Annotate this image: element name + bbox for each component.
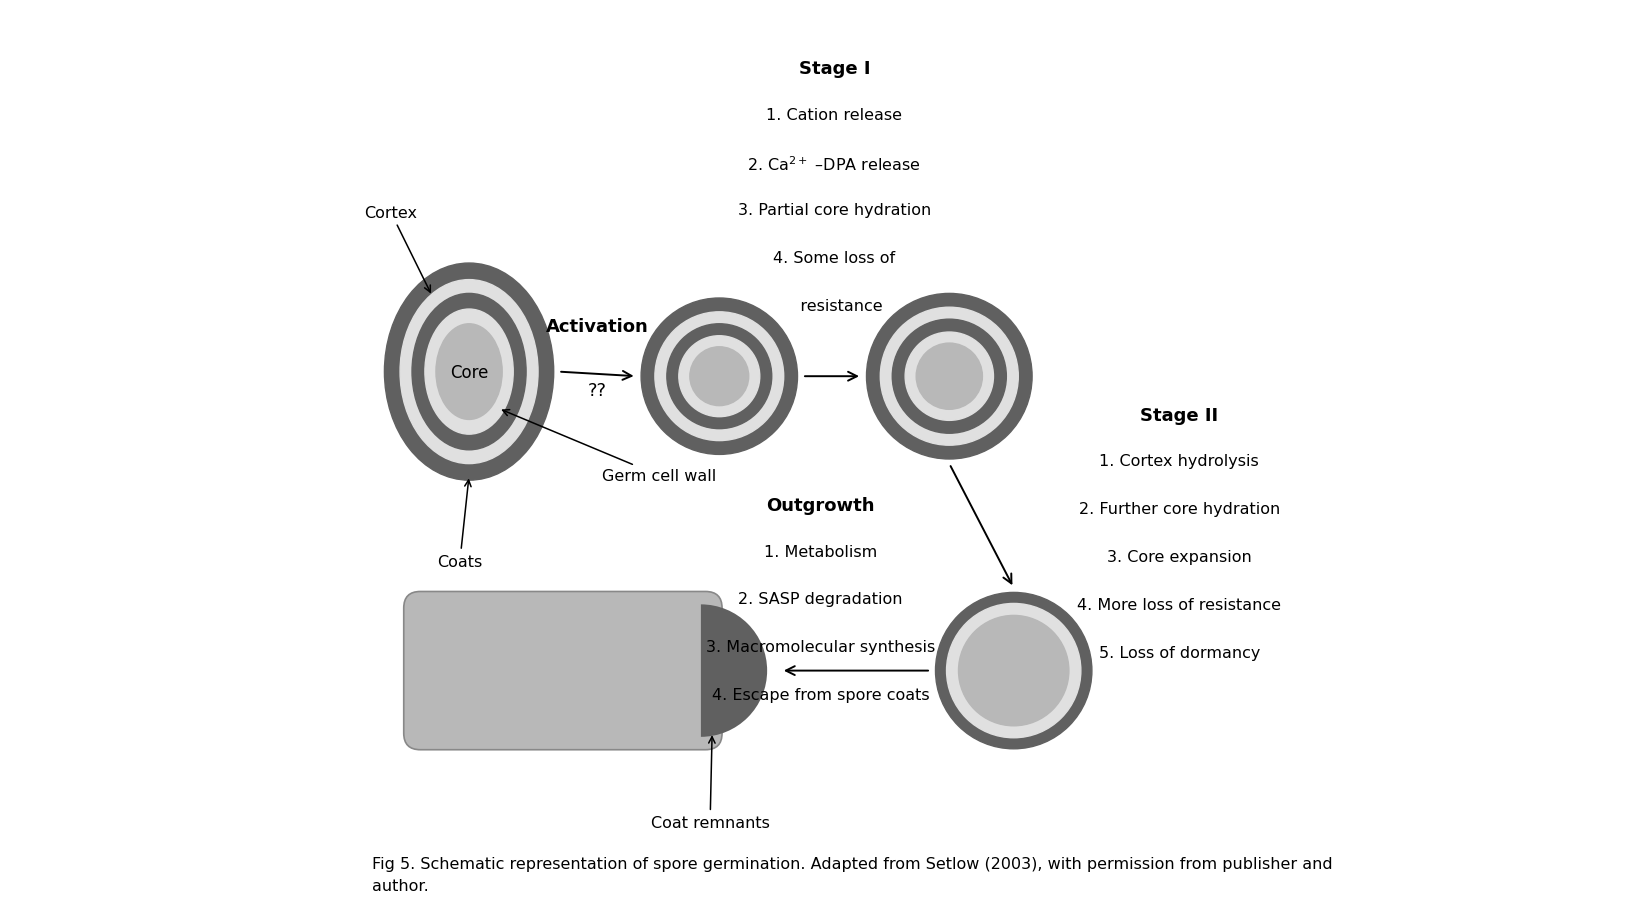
Text: 4. Some loss of: 4. Some loss of [773, 251, 896, 266]
Text: Activation: Activation [546, 317, 648, 335]
Text: Core: Core [450, 363, 489, 381]
Ellipse shape [400, 280, 538, 464]
Text: Coat remnants: Coat remnants [651, 737, 770, 830]
Ellipse shape [689, 347, 748, 406]
Ellipse shape [947, 604, 1081, 738]
FancyBboxPatch shape [404, 592, 722, 750]
Text: Stage I: Stage I [799, 60, 870, 78]
Ellipse shape [916, 344, 983, 410]
Ellipse shape [384, 264, 553, 481]
Ellipse shape [935, 593, 1091, 749]
Text: 3. Core expansion: 3. Core expansion [1108, 550, 1252, 564]
Text: 1. Metabolism: 1. Metabolism [763, 544, 878, 559]
Ellipse shape [866, 294, 1032, 460]
Ellipse shape [412, 294, 527, 450]
Ellipse shape [666, 324, 771, 429]
Text: 4. Escape from spore coats: 4. Escape from spore coats [712, 687, 929, 702]
Text: Fig 5. Schematic representation of spore germination. Adapted from Setlow (2003): Fig 5. Schematic representation of spore… [371, 857, 1332, 893]
Text: 5. Loss of dormancy: 5. Loss of dormancy [1098, 645, 1260, 660]
Text: 3. Macromolecular synthesis: 3. Macromolecular synthesis [706, 640, 935, 654]
Text: Coats: Coats [437, 481, 482, 569]
Text: Cortex: Cortex [364, 206, 430, 293]
Wedge shape [701, 605, 766, 737]
Text: Germ cell wall: Germ cell wall [502, 410, 717, 483]
Ellipse shape [655, 312, 784, 441]
Ellipse shape [906, 333, 993, 421]
Text: 1. Cation release: 1. Cation release [766, 108, 903, 122]
Text: resistance: resistance [786, 299, 883, 313]
Ellipse shape [958, 616, 1068, 726]
Text: ??: ?? [587, 381, 607, 400]
Text: 2. Further core hydration: 2. Further core hydration [1078, 502, 1280, 516]
Ellipse shape [893, 320, 1006, 434]
Text: 2. SASP degradation: 2. SASP degradation [738, 592, 903, 607]
Text: 2. Ca$^{2+}$ –DPA release: 2. Ca$^{2+}$ –DPA release [747, 155, 921, 174]
Ellipse shape [425, 310, 514, 435]
Text: Outgrowth: Outgrowth [766, 496, 875, 515]
Text: Stage II: Stage II [1140, 406, 1218, 425]
Ellipse shape [437, 324, 502, 420]
Ellipse shape [642, 299, 798, 455]
Text: 1. Cortex hydrolysis: 1. Cortex hydrolysis [1099, 454, 1259, 469]
Text: 4. More loss of resistance: 4. More loss of resistance [1076, 597, 1282, 612]
Text: 3. Partial core hydration: 3. Partial core hydration [738, 203, 930, 218]
Ellipse shape [880, 308, 1019, 446]
Ellipse shape [679, 336, 760, 417]
